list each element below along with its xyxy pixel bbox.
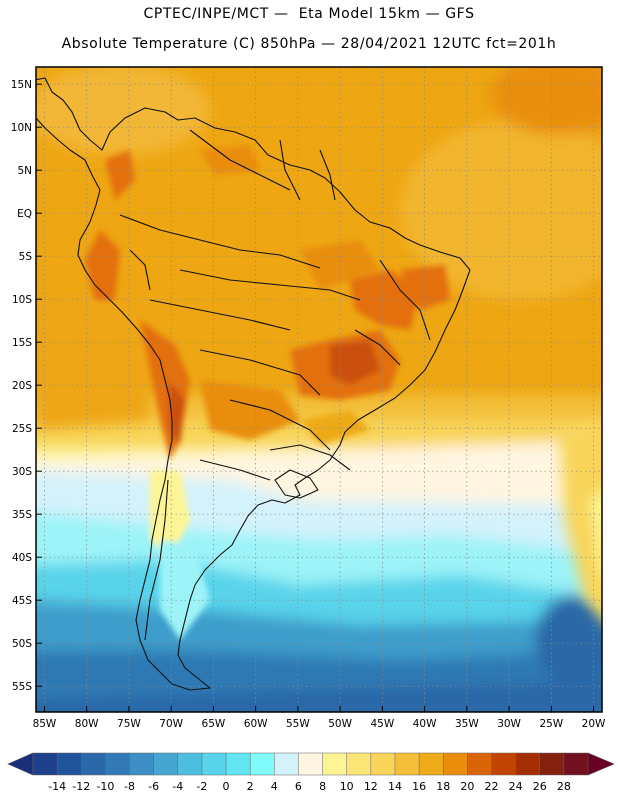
colorbar-label: 2 bbox=[247, 780, 254, 793]
lat-label: 30S bbox=[12, 466, 32, 478]
colorbar-swatch bbox=[298, 752, 324, 776]
colorbar-label: -14 bbox=[48, 780, 66, 793]
lat-label: 10N bbox=[11, 122, 32, 134]
colorbar-swatch bbox=[442, 752, 468, 776]
colorbar-swatch bbox=[370, 752, 396, 776]
colorbar-label: 6 bbox=[295, 780, 302, 793]
lat-label: 5N bbox=[17, 165, 32, 177]
colorbar-label: -4 bbox=[172, 780, 183, 793]
colorbar-swatch bbox=[56, 752, 82, 776]
colorbar-label: 22 bbox=[484, 780, 498, 793]
map-title-line2: Absolute Temperature (C) 850hPa — 28/04/… bbox=[61, 36, 557, 52]
lat-label: 55S bbox=[12, 681, 32, 693]
colorbar-label: 8 bbox=[319, 780, 326, 793]
lon-label: 80W bbox=[75, 718, 99, 730]
colorbar-swatch bbox=[346, 752, 372, 776]
colorbar-label: 10 bbox=[340, 780, 354, 793]
colorbar-label: 0 bbox=[223, 780, 230, 793]
lon-label: 30W bbox=[497, 718, 521, 730]
colorbar-swatch bbox=[322, 752, 348, 776]
colorbar-label: 20 bbox=[460, 780, 474, 793]
colorbar-label: 28 bbox=[557, 780, 571, 793]
colorbar-swatch bbox=[394, 752, 420, 776]
colorbar-label: -10 bbox=[96, 780, 114, 793]
latitude-ticks: 15N 10N 5N EQ 5S 10S 15S 20S 25S 30S 35S 40S 45S 50S 5… bbox=[11, 79, 42, 693]
colorbar-label: -2 bbox=[196, 780, 207, 793]
colorbar-swatch bbox=[539, 752, 565, 776]
colorbar-swatch bbox=[81, 752, 106, 776]
colorbar-label: -6 bbox=[148, 780, 159, 793]
lat-label: 25S bbox=[12, 423, 32, 435]
lon-label: 35W bbox=[455, 718, 479, 730]
colorbar-swatch bbox=[249, 752, 275, 776]
temperature-field bbox=[36, 67, 602, 712]
colorbar-swatch bbox=[418, 752, 444, 776]
colorbar-swatch bbox=[105, 752, 131, 776]
lon-label: 20W bbox=[582, 718, 606, 730]
colorbar: -14 -12 -10 -8 -6 -4 -2 0 2 4 6 8 10 12 14 16 18 20 22 24 26… bbox=[7, 752, 615, 793]
lon-label: 25W bbox=[539, 718, 563, 730]
lon-label: 60W bbox=[244, 718, 268, 730]
lon-label: 70W bbox=[159, 718, 183, 730]
coastlines bbox=[36, 77, 471, 691]
colorbar-label: 4 bbox=[271, 780, 278, 793]
map-frame bbox=[35, 66, 603, 713]
longitude-ticks: 85W 80W 75W 70W 65W 60W 55W 50W 45W 40W 35W 30W 25W 2… bbox=[33, 706, 606, 730]
lon-label: 55W bbox=[286, 718, 310, 730]
colorbar-swatch bbox=[491, 752, 517, 776]
colorbar-label: 16 bbox=[412, 780, 426, 793]
colorbar-over-arrow bbox=[587, 752, 615, 776]
colorbar-label: 18 bbox=[436, 780, 450, 793]
lon-label: 75W bbox=[117, 718, 141, 730]
colorbar-under-arrow bbox=[7, 752, 34, 776]
colorbar-swatch bbox=[129, 752, 155, 776]
colorbar-label: -8 bbox=[124, 780, 135, 793]
colorbar-swatch bbox=[201, 752, 227, 776]
colorbar-swatch bbox=[563, 752, 589, 776]
colorbar-swatch bbox=[177, 752, 203, 776]
lat-label: 15N bbox=[11, 79, 32, 91]
lat-label: 5S bbox=[19, 251, 33, 263]
colorbar-label: 14 bbox=[388, 780, 402, 793]
lon-label: 45W bbox=[370, 718, 394, 730]
lat-label: 10S bbox=[12, 294, 32, 306]
lon-label: 65W bbox=[202, 718, 226, 730]
lon-label: 50W bbox=[328, 718, 352, 730]
lat-label: 45S bbox=[12, 595, 32, 607]
colorbar-swatch bbox=[153, 752, 179, 776]
colorbar-swatch bbox=[467, 752, 493, 776]
lat-label: 15S bbox=[12, 337, 32, 349]
colorbar-label: 24 bbox=[509, 780, 523, 793]
colorbar-swatch bbox=[32, 752, 58, 776]
colorbar-label: 26 bbox=[533, 780, 547, 793]
colorbar-swatch bbox=[515, 752, 541, 776]
colorbar-swatch bbox=[225, 752, 251, 776]
lat-label: 35S bbox=[12, 509, 32, 521]
map-title-line1: CPTEC/INPE/MCT — Eta Model 15km — GFS bbox=[143, 6, 475, 22]
lat-label: 40S bbox=[12, 552, 32, 564]
lat-label: EQ bbox=[17, 208, 32, 220]
colorbar-swatch bbox=[274, 752, 299, 776]
colorbar-label: 12 bbox=[364, 780, 378, 793]
lon-label: 40W bbox=[413, 718, 437, 730]
lat-label: 20S bbox=[12, 380, 32, 392]
lon-label: 85W bbox=[33, 718, 57, 730]
lat-label: 50S bbox=[12, 638, 32, 650]
colorbar-label: -12 bbox=[72, 780, 90, 793]
